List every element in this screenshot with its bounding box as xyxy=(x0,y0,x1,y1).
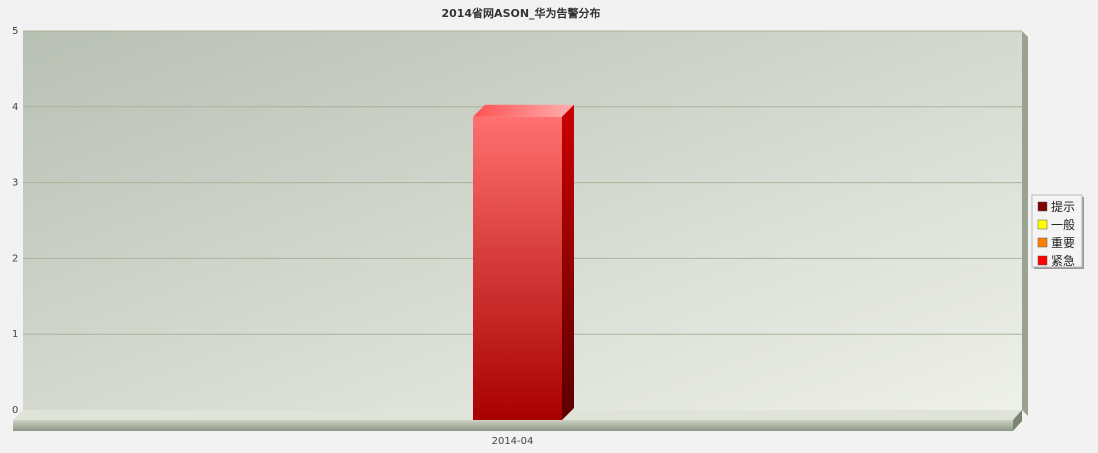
y-tick-label: 3 xyxy=(12,178,18,189)
legend-label: 一般 xyxy=(1051,217,1075,232)
y-tick-label: 4 xyxy=(12,102,18,113)
legend-label: 紧急 xyxy=(1051,253,1075,268)
y-tick-label: 2 xyxy=(12,253,18,264)
y-axis-ticks: 0 1 2 3 4 5 xyxy=(12,26,18,416)
x-tick-label: 2014-04 xyxy=(492,436,534,447)
bar-side-face xyxy=(562,104,574,421)
bar-top-face xyxy=(473,104,574,117)
x-axis-ticks: 2014-04 xyxy=(492,436,534,447)
bar xyxy=(473,104,574,421)
legend-swatch xyxy=(1037,201,1048,212)
y-tick-label: 5 xyxy=(12,26,18,37)
wall-side-edge xyxy=(1022,31,1028,416)
y-tick-label: 1 xyxy=(12,329,18,340)
legend-swatch xyxy=(1037,255,1048,266)
bar-front-face xyxy=(473,116,562,421)
legend-label: 重要 xyxy=(1051,236,1075,250)
legend-swatch xyxy=(1037,237,1048,248)
floor-front xyxy=(13,420,1013,431)
floor-side xyxy=(1013,410,1022,431)
legend-swatch xyxy=(1037,219,1048,230)
y-tick-label: 0 xyxy=(12,405,18,416)
legend-label: 提示 xyxy=(1051,199,1075,214)
bars xyxy=(473,104,574,421)
chart-title: 2014省网ASON_华为告警分布 xyxy=(441,6,600,20)
